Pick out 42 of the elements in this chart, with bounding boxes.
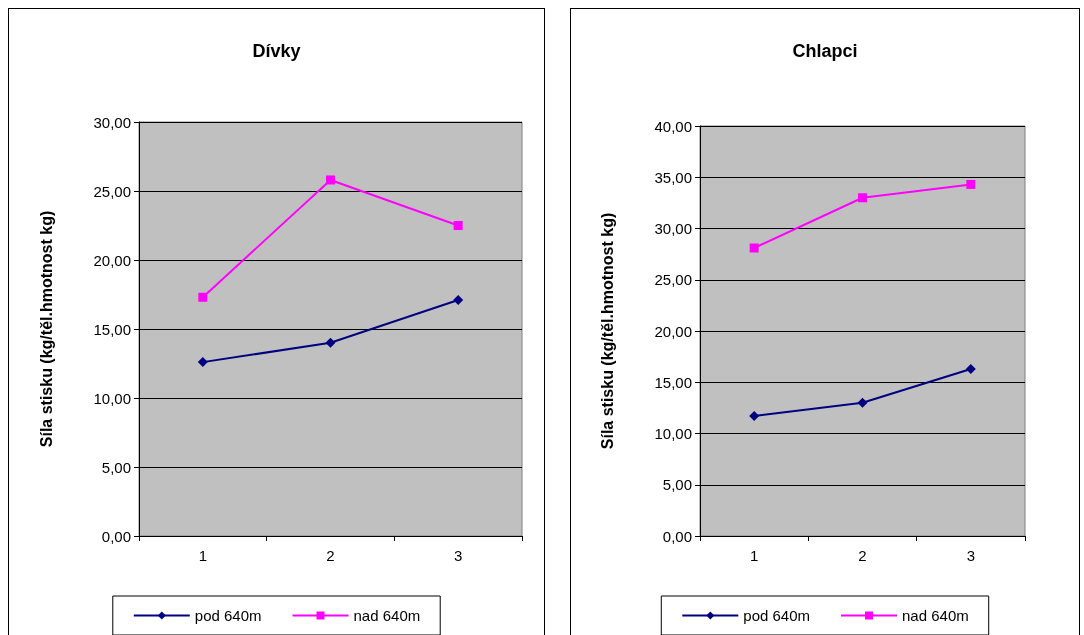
y-tick-label: 15,00 xyxy=(93,320,131,338)
y-tick-label: 0,00 xyxy=(662,527,692,545)
x-tick-label: 3 xyxy=(966,547,976,564)
x-tick-label: 2 xyxy=(858,547,867,564)
y-tick-label: 30,00 xyxy=(93,113,131,131)
point xyxy=(858,193,867,203)
point xyxy=(749,243,759,253)
x-tick-label: 2 xyxy=(326,547,335,564)
y-axis-title: Síla stisku (kg/těl.hmotnost kg) xyxy=(598,212,616,450)
y-tick-label: 30,00 xyxy=(654,220,692,237)
point xyxy=(749,411,760,422)
x-tick-label: 1 xyxy=(198,547,208,564)
chart-title: Dívky xyxy=(252,41,301,61)
y-tick-label: 35,00 xyxy=(654,168,692,186)
y-tick-label: 40,00 xyxy=(654,117,692,135)
x-tick-label: 1 xyxy=(749,547,759,564)
chart-title: Chlapci xyxy=(792,41,858,61)
point xyxy=(857,397,868,408)
point xyxy=(198,292,208,302)
point xyxy=(325,337,336,348)
point xyxy=(966,179,976,189)
x-tick-label: 3 xyxy=(453,547,463,564)
y-tick-label: 0,00 xyxy=(101,527,131,545)
y-tick-label: 20,00 xyxy=(654,322,692,340)
legend-label: nad 640m xyxy=(902,607,969,624)
y-tick-label: 25,00 xyxy=(654,271,692,289)
y-tick-label: 20,00 xyxy=(93,251,131,269)
y-tick-label: 5,00 xyxy=(662,476,692,494)
y-tick-label: 10,00 xyxy=(654,425,692,442)
point xyxy=(453,295,464,306)
y-tick-label: 5,00 xyxy=(101,458,131,476)
y-axis-title: Síla stisku (kg/těl.hmotnost kg) xyxy=(37,210,55,448)
legend-label: pod 640m xyxy=(194,607,262,624)
legend-label: nad 640m xyxy=(353,607,421,624)
y-tick-label: 15,00 xyxy=(654,373,692,391)
y-tick-label: 25,00 xyxy=(93,182,131,200)
y-tick-label: 10,00 xyxy=(93,389,131,407)
point xyxy=(197,357,208,368)
point xyxy=(965,363,976,374)
legend-label: pod 640m xyxy=(743,607,810,624)
point xyxy=(453,221,463,230)
point xyxy=(326,175,335,185)
